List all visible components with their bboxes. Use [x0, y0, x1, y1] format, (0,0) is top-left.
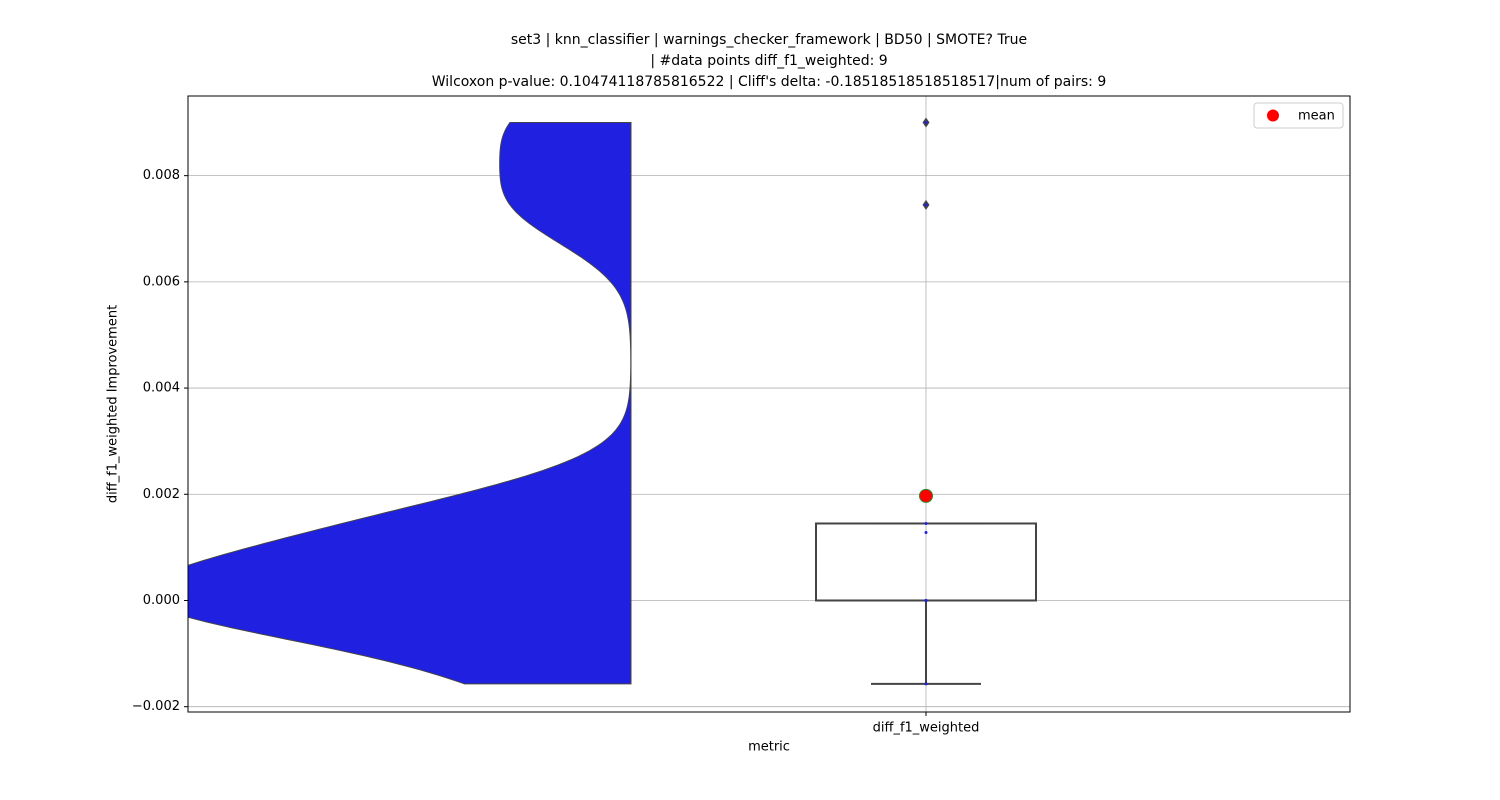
plot-frame [187, 95, 1351, 713]
y-tick-label: 0.008 [143, 168, 180, 183]
x-tick-label: diff_f1_weighted [873, 721, 980, 736]
strip-point [924, 531, 928, 535]
violin [188, 122, 632, 685]
y-tick-label: 0.000 [143, 593, 180, 608]
title-line: Wilcoxon p-value: 0.10474118785816522 | … [432, 74, 1106, 90]
legend-marker [1267, 109, 1279, 122]
y-tick-label: 0.006 [143, 274, 180, 289]
y-axis-label: diff_f1_weighted Improvement [106, 305, 121, 503]
title-line: set3 | knn_classifier | warnings_checker… [511, 32, 1027, 48]
strip-point [924, 521, 928, 525]
strip-point [924, 203, 928, 207]
legend-box [1253, 102, 1344, 129]
legend-label: mean [1298, 109, 1335, 124]
strip-point [924, 121, 928, 125]
violin-group [188, 122, 632, 685]
strip-point [924, 598, 928, 602]
y-tick-label: 0.002 [143, 487, 180, 502]
strip-point [924, 682, 928, 686]
y-tick-label: 0.004 [143, 381, 180, 396]
y-tick-label: −0.002 [132, 699, 180, 714]
title-line: | #data points diff_f1_weighted: 9 [650, 53, 887, 69]
x-axis-label: metric [748, 740, 790, 755]
mean-marker [919, 488, 933, 503]
